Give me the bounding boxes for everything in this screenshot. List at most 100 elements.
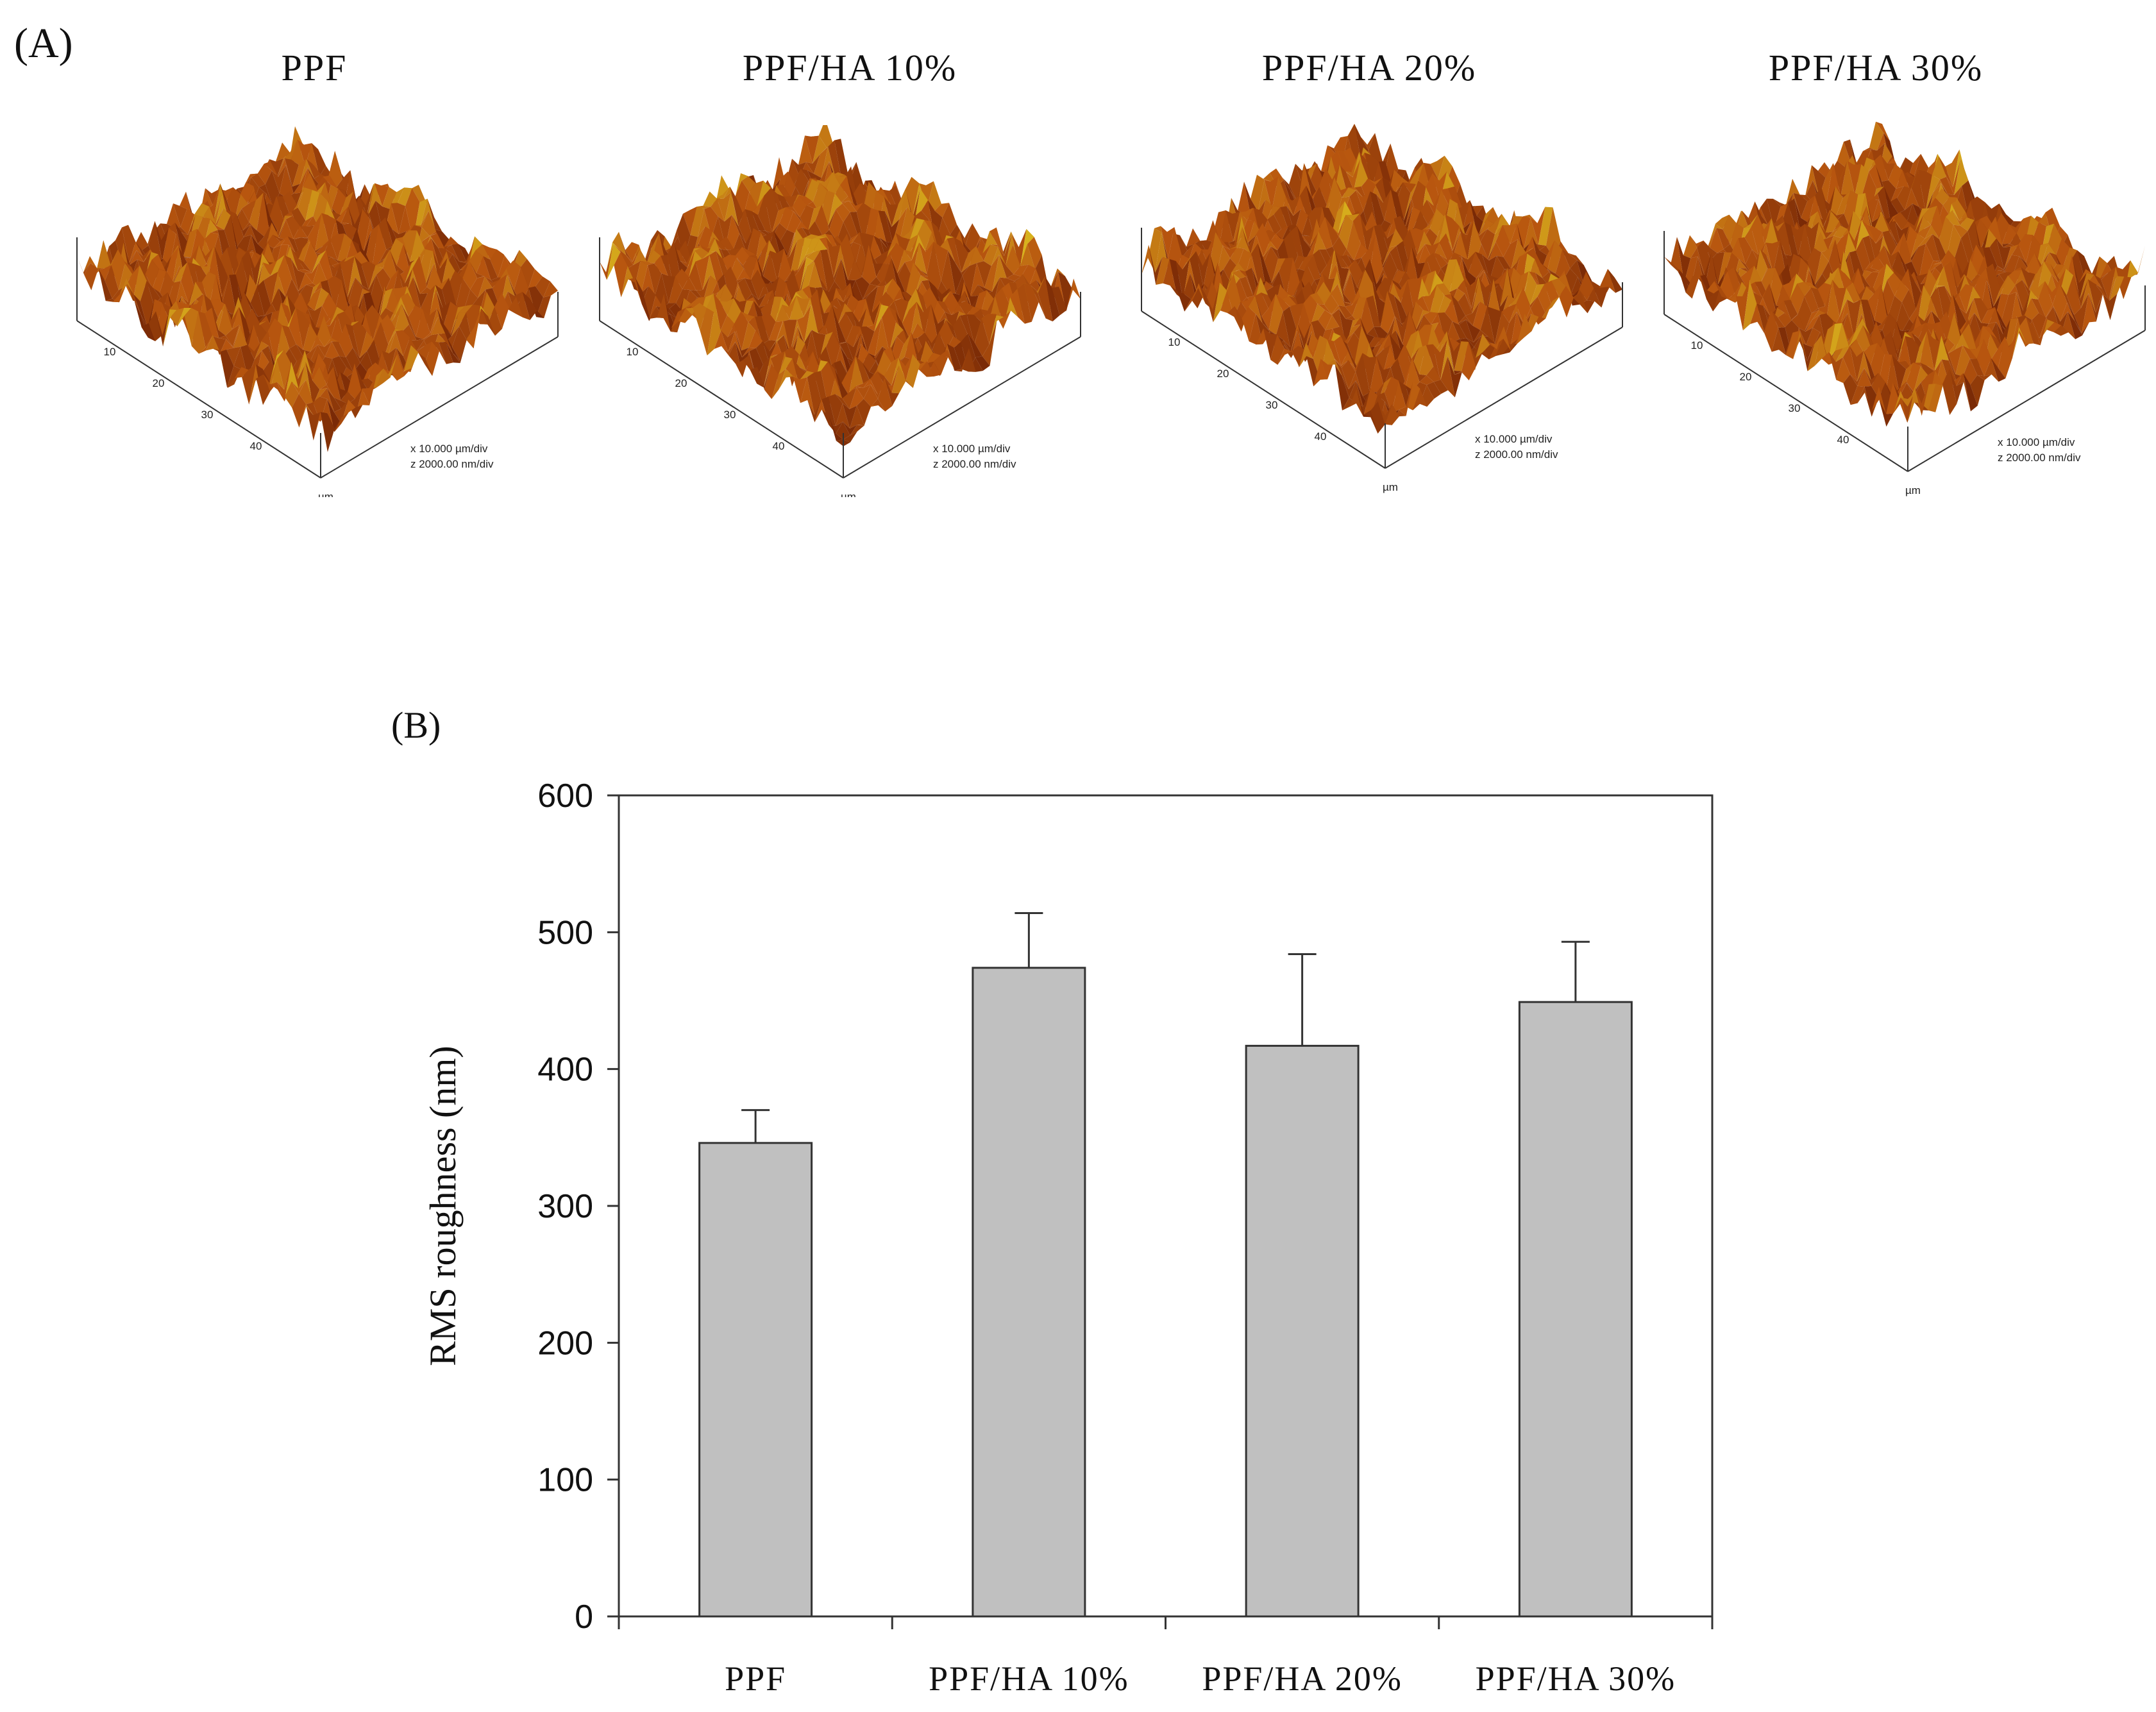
afm-facet [890,262,905,276]
afm-facet [1925,233,1941,261]
afm-facet [2049,252,2064,285]
afm-facet [962,263,977,298]
afm-facet [899,190,914,228]
afm-facet [1710,228,1724,253]
afm-facet [1472,228,1488,242]
afm-facet [225,325,240,347]
afm-facet [1722,214,1737,244]
afm-facet [1346,158,1361,191]
afm-facet [904,234,919,260]
afm-facet [1352,151,1367,183]
afm-facet [1928,384,1943,412]
afm-facet [2052,283,2068,322]
afm-facet [1487,306,1502,344]
afm-facet [902,301,917,339]
afm-facet [1929,266,1944,299]
afm-facet [734,331,749,358]
afm-facet [1858,267,1873,292]
afm-facet [168,222,183,256]
afm-facet [299,158,314,184]
afm-facet [792,195,807,217]
afm-facet [1509,303,1524,325]
afm-facet [1393,280,1408,303]
afm-facet [836,403,850,428]
afm-facet [1347,332,1361,364]
afm-facet [1883,331,1898,364]
afm-facet [1787,192,1801,221]
afm-facet [1690,247,1705,275]
afm-facet [305,189,320,221]
afm-facet [1858,192,1873,232]
afm-facet [1942,368,1957,416]
afm-facet [326,366,341,401]
afm-facet [1334,358,1349,368]
afm-facet [263,260,277,276]
afm-facet [137,251,151,284]
afm-facet [251,173,265,187]
afm-facet [900,207,915,239]
afm-facet [1405,358,1420,391]
afm-facet [244,173,258,187]
afm-facet [931,221,946,252]
afm-facet [402,230,417,262]
afm-facet [1349,190,1364,219]
afm-facet [750,366,764,387]
afm-facet [836,294,851,314]
afm-facet [529,298,544,319]
afm-facet [1865,192,1880,232]
x-category-label: PPF/HA 10% [929,1659,1129,1698]
afm-facet [1807,248,1822,285]
afm-facet [734,173,748,202]
afm-facet [430,233,445,249]
afm-facet [312,143,326,177]
afm-facet [870,279,885,293]
afm-facet [1894,221,1909,252]
bar-1 [698,1142,813,1618]
afm-facet [762,340,777,352]
afm-scale-z: z 2000.00 nm/div [933,458,1016,470]
afm-facet [1510,312,1524,353]
afm-facet [376,268,391,294]
afm-facet [1535,259,1549,278]
afm-facet [437,308,452,343]
afm-facet [771,369,786,400]
afm-facet [1784,222,1799,257]
afm-facet [1511,239,1526,269]
afm-facet [1427,189,1442,215]
afm-facet [1263,328,1277,360]
afm-facet [203,207,217,226]
afm-facet [2011,244,2026,263]
afm-facet [1871,265,1886,273]
afm-facet [1849,339,1864,357]
afm-facet [1331,201,1345,238]
afm-facet [759,289,773,307]
afm-facet [1877,186,1892,227]
afm-facet [764,188,779,233]
afm-facet [1981,308,1996,324]
x-category-label: PPF/HA 30% [1476,1659,1676,1698]
afm-facet [1786,330,1800,359]
afm-facet [813,183,827,215]
afm-facet [1946,158,1961,195]
afm-facet [1524,217,1538,249]
afm-facet [279,165,294,198]
afm-facet [430,308,445,343]
afm-facet [754,232,768,268]
afm-facet [332,355,347,382]
afm-facet [1227,273,1241,317]
afm-facet [1842,346,1857,382]
afm-y-axis [320,336,559,479]
afm-facet [2066,275,2082,315]
afm-facet [1902,170,1917,191]
afm-facet [271,165,286,194]
afm-x-axis [599,320,844,479]
afm-facet [341,391,355,404]
afm-facet [1303,233,1318,250]
afm-facet [1422,208,1437,230]
afm-facet [173,266,187,289]
afm-facet [1812,315,1827,352]
afm-facet [1811,287,1825,309]
afm-facet [361,378,376,392]
afm-facet [219,335,233,347]
afm-facet [888,306,903,343]
